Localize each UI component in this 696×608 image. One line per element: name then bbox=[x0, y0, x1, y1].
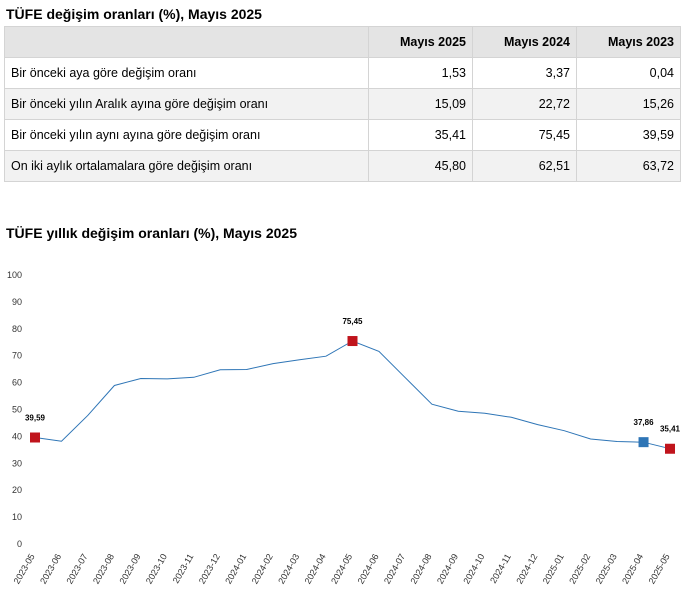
y-tick-label: 40 bbox=[12, 431, 22, 441]
table-row: Bir önceki aya göre değişim oranı 1,53 3… bbox=[4, 57, 681, 89]
x-tick-label: 2024-01 bbox=[223, 552, 248, 586]
y-tick-label: 30 bbox=[12, 458, 22, 468]
y-tick-label: 60 bbox=[12, 378, 22, 388]
table-row: Bir önceki yılın aynı ayına göre değişim… bbox=[4, 119, 681, 151]
cell-value: 75,45 bbox=[472, 119, 577, 151]
x-tick-label: 2025-04 bbox=[620, 552, 645, 586]
table-header-may-2025: Mayıs 2025 bbox=[368, 26, 473, 58]
data-label: 39,59 bbox=[25, 414, 46, 423]
cell-value: 35,41 bbox=[368, 119, 473, 151]
row-label: Bir önceki yılın aynı ayına göre değişim… bbox=[4, 119, 369, 151]
x-tick-label: 2024-02 bbox=[250, 552, 275, 586]
y-tick-label: 50 bbox=[12, 405, 22, 415]
x-tick-label: 2024-05 bbox=[329, 552, 354, 586]
x-tick-label: 2024-07 bbox=[382, 552, 407, 586]
x-tick-label: 2025-05 bbox=[647, 552, 672, 586]
row-label: On iki aylık ortalamalara göre değişim o… bbox=[4, 150, 369, 182]
table-title: TÜFE değişim oranları (%), Mayıs 2025 bbox=[6, 6, 262, 22]
cell-value: 63,72 bbox=[576, 150, 681, 182]
chart-title: TÜFE yıllık değişim oranları (%), Mayıs … bbox=[6, 225, 297, 241]
series-line bbox=[34, 340, 671, 450]
x-tick-label: 2024-09 bbox=[435, 552, 460, 586]
x-tick-label: 2024-04 bbox=[303, 552, 328, 586]
row-label: Bir önceki yılın Aralık ayına göre değiş… bbox=[4, 88, 369, 120]
x-tick-label: 2025-03 bbox=[594, 552, 619, 586]
data-point-marker bbox=[30, 432, 40, 443]
x-tick-label: 2023-08 bbox=[91, 552, 116, 586]
data-label: 37,86 bbox=[634, 418, 655, 427]
y-tick-label: 80 bbox=[12, 324, 22, 334]
table-header-empty bbox=[4, 26, 369, 58]
table-header-row: Mayıs 2025 Mayıs 2024 Mayıs 2023 bbox=[4, 26, 681, 58]
x-tick-label: 2025-02 bbox=[567, 552, 592, 586]
cell-value: 15,26 bbox=[576, 88, 681, 120]
cell-value: 45,80 bbox=[368, 150, 473, 182]
cell-value: 1,53 bbox=[368, 57, 473, 89]
data-label: 75,45 bbox=[342, 317, 363, 326]
x-tick-label: 2023-11 bbox=[171, 552, 196, 585]
cell-value: 0,04 bbox=[576, 57, 681, 89]
table-header-may-2024: Mayıs 2024 bbox=[472, 26, 577, 58]
x-tick-label: 2025-01 bbox=[541, 552, 566, 586]
data-point-marker bbox=[347, 336, 358, 347]
x-tick-label: 2023-09 bbox=[117, 552, 142, 586]
x-tick-label: 2024-10 bbox=[461, 552, 486, 586]
x-tick-label: 2024-03 bbox=[276, 552, 301, 586]
table-row: On iki aylık ortalamalara göre değişim o… bbox=[4, 150, 681, 182]
data-point-marker bbox=[638, 437, 649, 448]
y-tick-label: 0 bbox=[17, 539, 22, 549]
y-tick-label: 20 bbox=[12, 485, 22, 495]
x-tick-label: 2023-05 bbox=[12, 552, 37, 586]
x-tick-label: 2024-12 bbox=[514, 552, 539, 586]
cell-value: 62,51 bbox=[472, 150, 577, 182]
row-label: Bir önceki aya göre değişim oranı bbox=[4, 57, 369, 89]
x-tick-label: 2024-11 bbox=[488, 552, 513, 585]
data-point-marker bbox=[665, 443, 675, 454]
x-tick-label: 2023-06 bbox=[38, 552, 63, 586]
cpi-change-table: Mayıs 2025 Mayıs 2024 Mayıs 2023 Bir önc… bbox=[4, 26, 681, 182]
y-tick-label: 100 bbox=[7, 270, 22, 280]
x-tick-label: 2024-08 bbox=[408, 552, 433, 586]
y-tick-label: 90 bbox=[12, 297, 22, 307]
y-tick-label: 70 bbox=[12, 351, 22, 361]
x-tick-label: 2024-06 bbox=[356, 552, 381, 586]
table-header-may-2023: Mayıs 2023 bbox=[576, 26, 681, 58]
x-tick-label: 2023-10 bbox=[144, 552, 169, 586]
table-row: Bir önceki yılın Aralık ayına göre değiş… bbox=[4, 88, 681, 120]
x-tick-label: 2023-12 bbox=[197, 552, 222, 586]
y-tick-label: 10 bbox=[12, 512, 22, 522]
cell-value: 39,59 bbox=[576, 119, 681, 151]
data-label: 35,41 bbox=[660, 425, 681, 434]
x-tick-label: 2023-07 bbox=[64, 552, 89, 586]
cell-value: 15,09 bbox=[368, 88, 473, 120]
cell-value: 22,72 bbox=[472, 88, 577, 120]
cell-value: 3,37 bbox=[472, 57, 577, 89]
